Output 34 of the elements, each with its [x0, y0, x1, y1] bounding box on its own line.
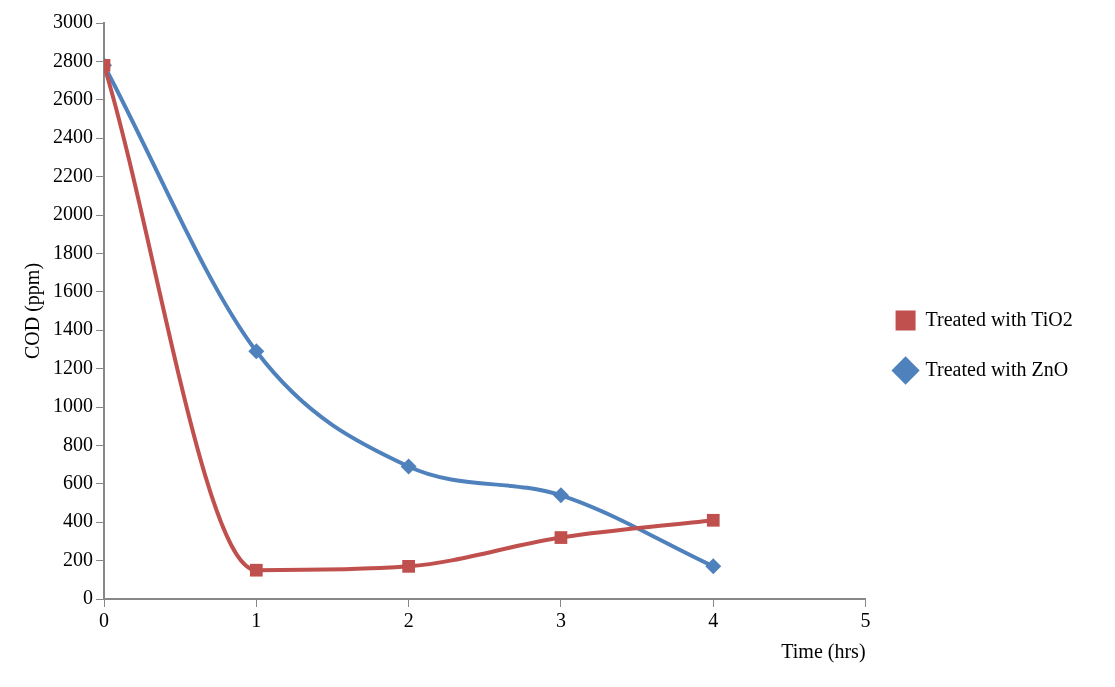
y-tick-label: 1400 [53, 317, 93, 340]
point [705, 558, 722, 575]
y-tick-label: 600 [63, 471, 93, 494]
y-axis-title: COD (ppm) [21, 262, 45, 360]
point [248, 343, 265, 360]
y-tick-label: 2000 [53, 202, 93, 225]
x-tick-label: 1 [251, 609, 262, 632]
legend-label: Treated with TiO2 [925, 307, 1073, 330]
y-tick-label: 0 [83, 586, 93, 609]
y-tick-label: 1000 [53, 394, 93, 417]
y-tick-label: 1200 [53, 355, 93, 378]
y-tick-label: 3000 [53, 10, 93, 33]
x-tick-label: 3 [555, 609, 566, 632]
y-tick-label: 400 [63, 509, 93, 532]
x-axis-title: Time (hrs) [781, 640, 866, 664]
x-tick-label: 2 [403, 609, 414, 632]
point [402, 560, 415, 573]
x-tick-label: 5 [860, 609, 871, 632]
y-tick-label: 800 [63, 432, 93, 455]
point [554, 531, 568, 544]
x-tick-label: 0 [99, 609, 109, 632]
y-tick-label: 2600 [53, 87, 93, 110]
legend-label: Treated with ZnO [925, 357, 1069, 380]
point [249, 563, 263, 577]
y-tick-label: 1800 [53, 240, 93, 263]
y-tick-label: 200 [63, 547, 93, 570]
point [706, 513, 720, 527]
point [552, 487, 569, 504]
y-tick-label: 1600 [53, 279, 93, 302]
point [400, 458, 417, 475]
y-tick-label: 2800 [53, 48, 93, 71]
y-tick-label: 2400 [53, 125, 93, 148]
y-tick-label: 2200 [53, 163, 93, 186]
x-tick-label: 4 [708, 609, 719, 632]
